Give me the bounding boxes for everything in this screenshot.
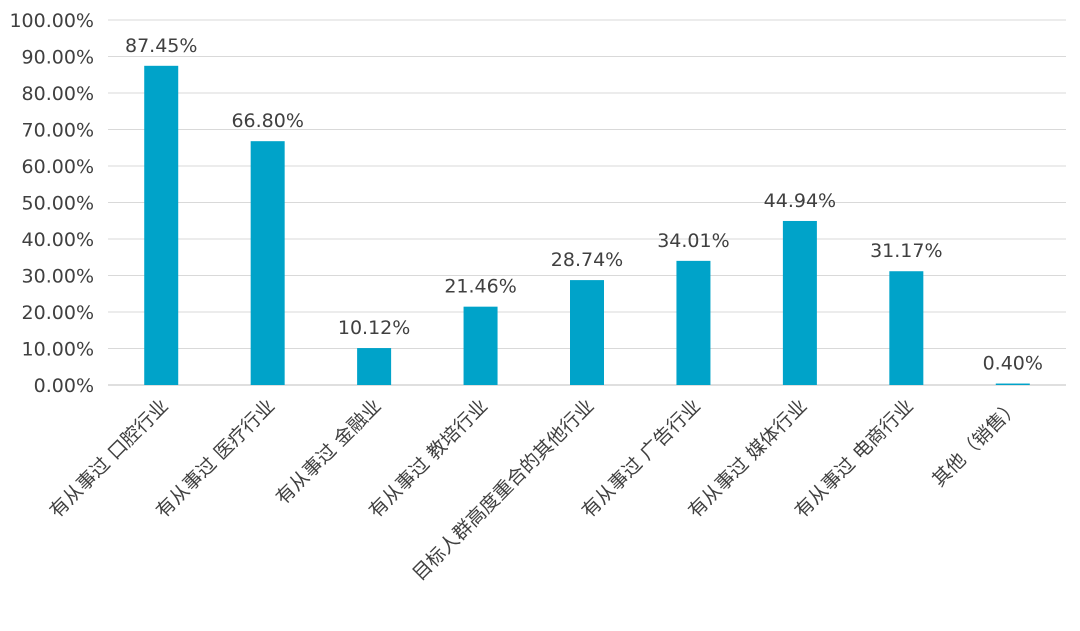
bar — [250, 141, 285, 385]
y-tick-label: 80.00% — [22, 83, 94, 105]
bar — [676, 260, 711, 385]
data-labels: 87.45% 66.80% 10.12% 21.46% 28.74% 34.01% 44.9… — [125, 35, 1043, 375]
category-label: 有从事过 电商行业 — [791, 395, 918, 522]
y-tick-label: 10.00% — [22, 339, 94, 361]
bar — [570, 280, 604, 385]
bar — [889, 271, 924, 385]
bar — [782, 220, 817, 385]
category-label: 其他（销售） — [928, 395, 1024, 491]
category-label: 有从事过 教培行业 — [365, 395, 492, 522]
data-label: 21.46% — [444, 276, 516, 298]
data-label: 0.40% — [983, 353, 1043, 375]
bar — [357, 348, 392, 385]
bar — [463, 306, 498, 385]
y-tick-label: 60.00% — [22, 156, 94, 178]
y-tick-label: 20.00% — [22, 302, 94, 324]
bars — [144, 65, 1030, 386]
y-tick-label: 90.00% — [22, 47, 94, 69]
data-label: 44.94% — [764, 190, 836, 212]
data-label: 87.45% — [125, 35, 197, 57]
category-label: 有从事过 医疗行业 — [152, 395, 279, 522]
y-tick-label: 0.00% — [34, 375, 94, 397]
bar — [995, 383, 1030, 385]
category-label: 有从事过 媒体行业 — [684, 395, 811, 522]
data-label: 28.74% — [551, 249, 623, 271]
category-label: 有从事过 金融业 — [272, 395, 386, 509]
data-label: 66.80% — [231, 110, 303, 132]
y-tick-label: 50.00% — [22, 193, 94, 215]
y-tick-label: 40.00% — [22, 229, 94, 251]
category-label: 目标人群高度重合的其他行业 — [408, 395, 598, 585]
bar — [144, 65, 179, 386]
y-axis-ticks: 0.00% 10.00% 20.00% 30.00% 40.00% 50.00% 60.00… — [9, 10, 94, 397]
data-label: 34.01% — [657, 230, 729, 252]
data-label: 10.12% — [338, 317, 410, 339]
category-label: 有从事过 广告行业 — [578, 395, 705, 522]
data-label: 31.17% — [870, 240, 942, 262]
y-tick-label: 100.00% — [9, 10, 94, 32]
y-tick-label: 30.00% — [22, 266, 94, 288]
category-label: 有从事过 口腔行业 — [45, 395, 172, 522]
y-tick-label: 70.00% — [22, 120, 94, 142]
